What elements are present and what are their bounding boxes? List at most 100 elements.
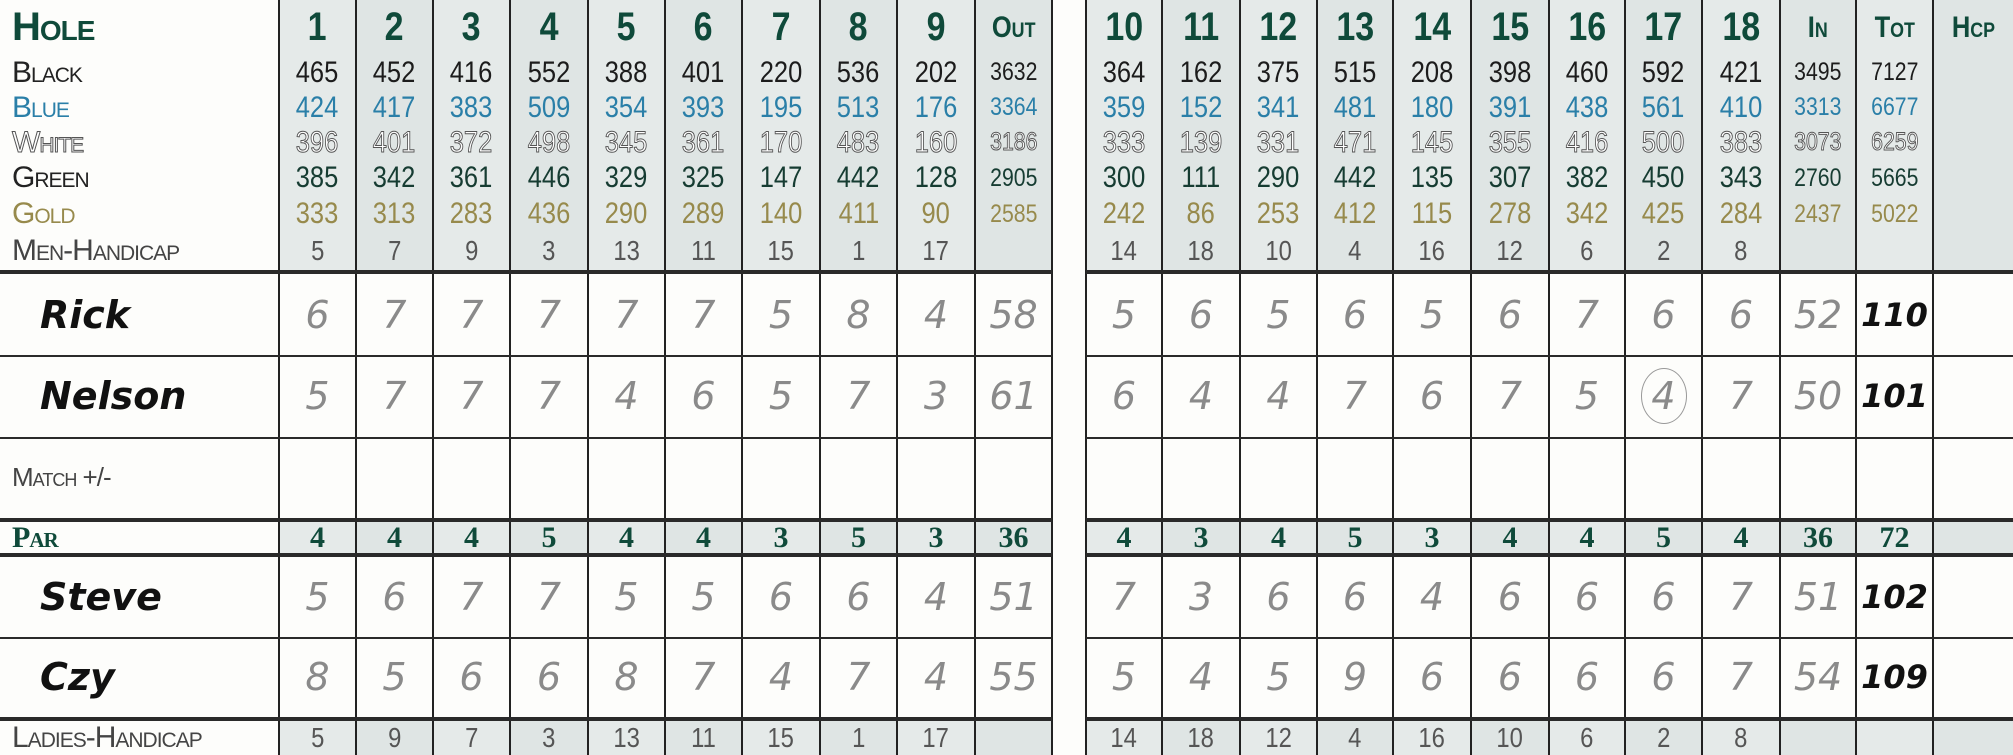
- score-cell[interactable]: 6: [665, 355, 742, 437]
- score-cell[interactable]: 4: [1240, 355, 1317, 437]
- score-cell[interactable]: 7: [356, 274, 433, 355]
- match-cell[interactable]: [1702, 437, 1780, 518]
- score-cell[interactable]: 6: [1625, 274, 1702, 355]
- score-cell[interactable]: 55: [975, 637, 1052, 717]
- score-cell[interactable]: 5: [588, 557, 665, 637]
- score-cell[interactable]: 7: [1702, 637, 1780, 717]
- score-cell[interactable]: 6: [1240, 557, 1317, 637]
- score-cell[interactable]: 7: [510, 355, 588, 437]
- score-cell[interactable]: 5: [279, 355, 356, 437]
- score-cell[interactable]: 6: [1317, 274, 1393, 355]
- score-cell[interactable]: 6: [279, 274, 356, 355]
- score-cell[interactable]: 7: [665, 274, 742, 355]
- score-cell[interactable]: 6: [1471, 637, 1549, 717]
- score-cell[interactable]: 3: [897, 355, 975, 437]
- score-cell[interactable]: 6: [510, 637, 588, 717]
- score-cell[interactable]: 7: [820, 355, 897, 437]
- score-cell[interactable]: 6: [1393, 355, 1471, 437]
- score-cell[interactable]: 7: [1086, 557, 1162, 637]
- score-cell[interactable]: 110: [1856, 274, 1933, 355]
- match-cell[interactable]: [279, 437, 356, 518]
- score-cell[interactable]: 7: [433, 557, 510, 637]
- score-cell[interactable]: 7: [1549, 274, 1625, 355]
- score-cell[interactable]: 5: [1240, 274, 1317, 355]
- score-cell[interactable]: 7: [510, 274, 588, 355]
- match-cell[interactable]: [820, 437, 897, 518]
- score-cell[interactable]: 6: [1549, 557, 1625, 637]
- score-cell[interactable]: 6: [1317, 557, 1393, 637]
- score-cell[interactable]: 6: [820, 557, 897, 637]
- score-cell[interactable]: 58: [975, 274, 1052, 355]
- score-cell[interactable]: 6: [356, 557, 433, 637]
- score-cell[interactable]: 3: [1162, 557, 1240, 637]
- score-cell[interactable]: 6: [1393, 637, 1471, 717]
- match-cell[interactable]: [1780, 437, 1856, 518]
- score-cell[interactable]: 7: [588, 274, 665, 355]
- score-cell[interactable]: 4: [897, 557, 975, 637]
- match-cell[interactable]: [742, 437, 820, 518]
- score-cell[interactable]: 8: [279, 637, 356, 717]
- match-cell[interactable]: [588, 437, 665, 518]
- score-cell[interactable]: 7: [510, 557, 588, 637]
- match-cell[interactable]: [510, 437, 588, 518]
- score-cell[interactable]: 5: [279, 557, 356, 637]
- score-cell[interactable]: 6: [1086, 355, 1162, 437]
- match-cell[interactable]: [1240, 437, 1317, 518]
- score-cell[interactable]: [1933, 355, 2013, 437]
- score-cell[interactable]: 6: [1471, 557, 1549, 637]
- score-cell[interactable]: 102: [1856, 557, 1933, 637]
- score-cell[interactable]: 5: [742, 355, 820, 437]
- match-cell[interactable]: [665, 437, 742, 518]
- score-cell[interactable]: [1933, 557, 2013, 637]
- score-cell[interactable]: 5: [1086, 637, 1162, 717]
- score-cell[interactable]: 5: [1240, 637, 1317, 717]
- match-cell[interactable]: [1933, 437, 2013, 518]
- match-cell[interactable]: [1317, 437, 1393, 518]
- score-cell[interactable]: 4: [1162, 637, 1240, 717]
- score-cell[interactable]: 52: [1780, 274, 1856, 355]
- score-cell[interactable]: 4: [1625, 355, 1702, 437]
- score-cell[interactable]: 6: [1625, 557, 1702, 637]
- score-cell[interactable]: 51: [1780, 557, 1856, 637]
- match-cell[interactable]: [356, 437, 433, 518]
- score-cell[interactable]: 5: [665, 557, 742, 637]
- score-cell[interactable]: 7: [356, 355, 433, 437]
- score-cell[interactable]: 5: [1393, 274, 1471, 355]
- score-cell[interactable]: 4: [588, 355, 665, 437]
- score-cell[interactable]: 5: [356, 637, 433, 717]
- score-cell[interactable]: 6: [1625, 637, 1702, 717]
- score-cell[interactable]: 6: [1549, 637, 1625, 717]
- score-cell[interactable]: 7: [820, 637, 897, 717]
- match-cell[interactable]: [1549, 437, 1625, 518]
- score-cell[interactable]: 7: [1317, 355, 1393, 437]
- score-cell[interactable]: 109: [1856, 637, 1933, 717]
- score-cell[interactable]: 7: [665, 637, 742, 717]
- score-cell[interactable]: 6: [433, 637, 510, 717]
- score-cell[interactable]: 5: [1549, 355, 1625, 437]
- score-cell[interactable]: 8: [820, 274, 897, 355]
- match-cell[interactable]: [975, 437, 1052, 518]
- match-cell[interactable]: [1393, 437, 1471, 518]
- score-cell[interactable]: 4: [897, 274, 975, 355]
- match-cell[interactable]: [1086, 437, 1162, 518]
- score-cell[interactable]: 54: [1780, 637, 1856, 717]
- score-cell[interactable]: 51: [975, 557, 1052, 637]
- score-cell[interactable]: 101: [1856, 355, 1933, 437]
- match-cell[interactable]: [1162, 437, 1240, 518]
- score-cell[interactable]: 9: [1317, 637, 1393, 717]
- match-cell[interactable]: [1856, 437, 1933, 518]
- score-cell[interactable]: 4: [1393, 557, 1471, 637]
- score-cell[interactable]: [1933, 637, 2013, 717]
- match-cell[interactable]: [433, 437, 510, 518]
- score-cell[interactable]: 7: [433, 274, 510, 355]
- match-cell[interactable]: [897, 437, 975, 518]
- match-cell[interactable]: [1471, 437, 1549, 518]
- score-cell[interactable]: 50: [1780, 355, 1856, 437]
- score-cell[interactable]: 61: [975, 355, 1052, 437]
- score-cell[interactable]: 6: [1702, 274, 1780, 355]
- score-cell[interactable]: 7: [1702, 557, 1780, 637]
- score-cell[interactable]: 6: [742, 557, 820, 637]
- score-cell[interactable]: 5: [742, 274, 820, 355]
- score-cell[interactable]: 6: [1471, 274, 1549, 355]
- score-cell[interactable]: 5: [1086, 274, 1162, 355]
